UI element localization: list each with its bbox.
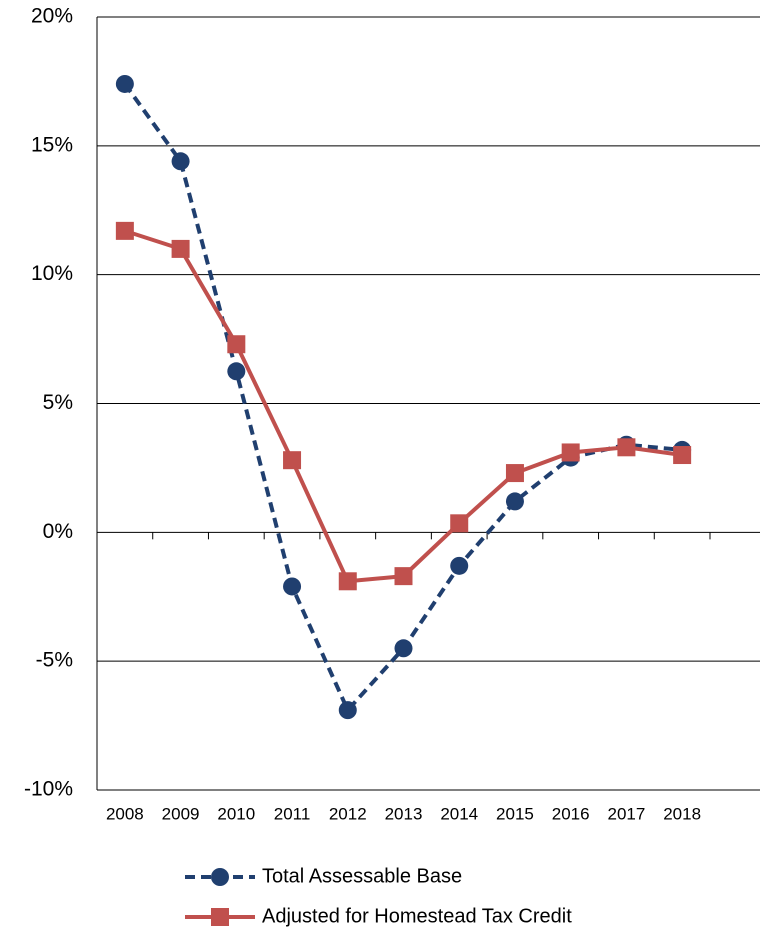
data-point <box>115 221 134 240</box>
data-point <box>561 443 580 462</box>
legend-marker <box>211 908 229 926</box>
y-tick-label: 15% <box>31 133 73 156</box>
data-point <box>617 438 636 457</box>
data-point <box>505 492 524 511</box>
legend-marker <box>211 868 229 886</box>
y-tick-label: -5% <box>36 649 73 672</box>
data-point <box>227 362 246 381</box>
x-tick-label: 2008 <box>106 804 144 823</box>
data-point <box>115 74 134 93</box>
x-tick-label: 2013 <box>385 804 423 823</box>
data-point <box>171 152 190 171</box>
data-point <box>673 446 692 465</box>
x-tick-label: 2016 <box>552 804 590 823</box>
x-tick-label: 2015 <box>496 804 534 823</box>
data-point <box>394 567 413 586</box>
x-tick-label: 2011 <box>274 804 311 823</box>
data-point <box>505 464 524 483</box>
data-point <box>171 239 190 258</box>
legend-label: Total Assessable Base <box>262 865 462 887</box>
data-point <box>450 556 469 575</box>
x-tick-label: 2010 <box>217 804 255 823</box>
data-point <box>283 451 302 470</box>
x-tick-label: 2009 <box>162 804 200 823</box>
data-point <box>450 514 469 533</box>
x-tick-label: 2014 <box>440 804 478 823</box>
x-tick-label: 2012 <box>329 804 367 823</box>
y-tick-label: 10% <box>31 262 73 285</box>
series-line <box>123 82 683 714</box>
data-point <box>227 335 246 354</box>
legend-label: Adjusted for Homestead Tax Credit <box>262 905 572 927</box>
y-tick-label: 5% <box>43 391 73 414</box>
data-point <box>338 701 357 720</box>
y-tick-label: 0% <box>43 520 73 543</box>
y-tick-label: -10% <box>24 778 73 801</box>
x-tick-label: 2018 <box>663 804 701 823</box>
x-tick-label: 2017 <box>607 804 645 823</box>
y-tick-label: 20% <box>31 5 73 28</box>
data-point <box>283 577 302 596</box>
data-point <box>338 572 357 591</box>
data-point <box>394 639 413 658</box>
series-line <box>124 228 683 584</box>
